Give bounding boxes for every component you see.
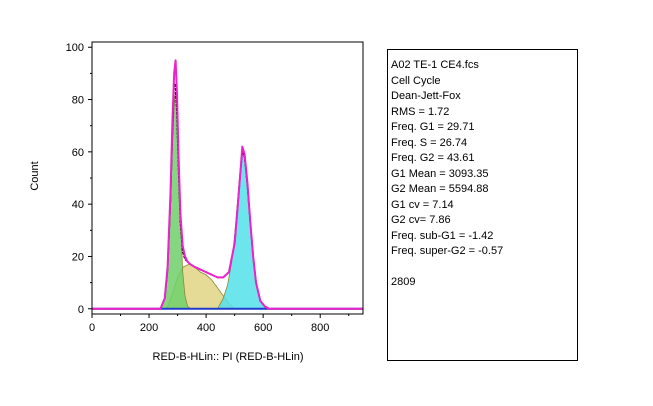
- statistics-lines: A02 TE-1 CE4.fcs Cell Cycle Dean-Jett-Fox R…: [391, 58, 577, 260]
- y-tick-label: 40: [72, 199, 84, 211]
- y-tick-label: 20: [72, 251, 84, 263]
- stat-line: Dean-Jett-Fox: [391, 90, 461, 102]
- stat-line: G2 Mean = 5594.88: [391, 183, 489, 195]
- stat-line: Freq. S = 26.74: [391, 136, 468, 149]
- statistics-panel: A02 TE-1 CE4.fcs Cell Cycle Dean-Jett-Fox R…: [387, 49, 578, 361]
- stat-line: Freq. super-G2 = -0.57: [391, 245, 504, 257]
- axes: 0 200 400 600 800 0 20 40 60 80 100: [66, 41, 364, 334]
- stat-line: Freq. G1 = 29.71: [391, 121, 475, 133]
- stat-line: RMS = 1.72: [391, 105, 450, 118]
- y-axis-title: Count: [29, 161, 41, 190]
- x-tick-label: 400: [197, 322, 215, 334]
- stat-line: G1 cv = 7.14: [391, 198, 454, 211]
- stat-line: Freq. G2 = 43.61: [391, 152, 475, 164]
- x-tick-label: 0: [89, 322, 95, 334]
- stat-line: G2 cv= 7.86: [391, 214, 451, 226]
- y-tick-label: 80: [72, 95, 84, 107]
- x-tick-label: 800: [311, 322, 329, 334]
- y-tick-label: 100: [66, 42, 84, 54]
- fit-line: [92, 59, 363, 310]
- stat-line: Cell Cycle: [391, 74, 441, 87]
- plot-background: [92, 42, 363, 314]
- y-tick-label: 60: [72, 147, 84, 159]
- x-axis-title: RED-B-HLin:: PI (RED-B-HLin): [153, 351, 304, 363]
- x-tick-label: 200: [140, 322, 158, 334]
- plot-area: [92, 42, 363, 314]
- stat-line: Freq. sub-G1 = -1.42: [391, 229, 494, 242]
- stat-line: A02 TE-1 CE4.fcs: [391, 59, 479, 71]
- event-count: 2809: [391, 275, 416, 288]
- y-tick-label: 0: [78, 304, 84, 316]
- x-tick-label: 600: [254, 322, 272, 334]
- stat-line: G1 Mean = 3093.35: [391, 167, 489, 180]
